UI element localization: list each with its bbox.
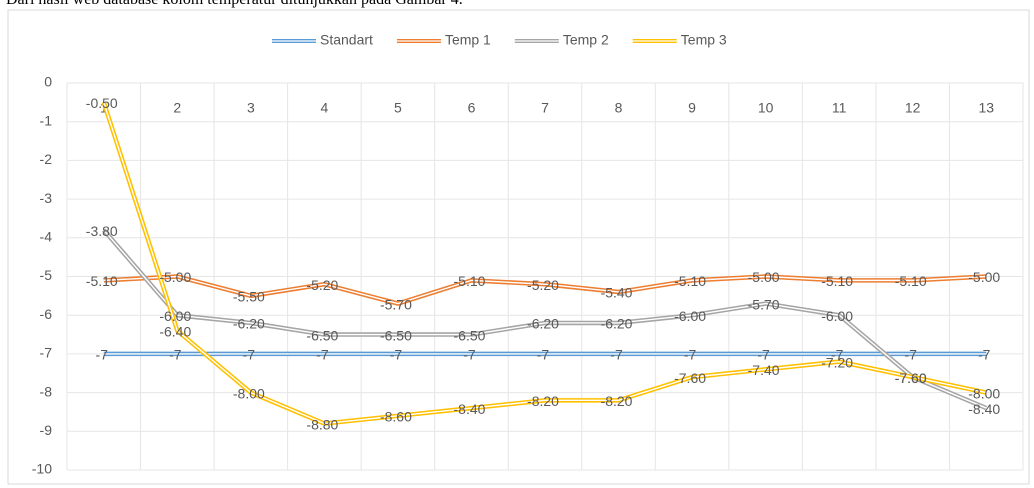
data-label: -5.40 bbox=[601, 285, 633, 301]
x-tick-label: 6 bbox=[468, 100, 476, 116]
data-label: -6.00 bbox=[821, 308, 853, 324]
data-label: -7 bbox=[316, 347, 329, 363]
data-label: -5.10 bbox=[674, 273, 706, 289]
data-label: -5.70 bbox=[748, 296, 780, 312]
data-label: -5.20 bbox=[306, 277, 338, 293]
data-label: -5.00 bbox=[159, 269, 191, 285]
data-label: -5.20 bbox=[527, 277, 559, 293]
series-line-inner bbox=[103, 102, 987, 425]
data-label: -0.50 bbox=[86, 95, 118, 111]
data-label: -7 bbox=[243, 347, 256, 363]
data-label: -6.00 bbox=[159, 308, 191, 324]
y-tick-label: -6 bbox=[40, 306, 53, 322]
data-label: -5.00 bbox=[968, 269, 1000, 285]
data-label: -8.00 bbox=[968, 385, 1000, 401]
data-label: -8.20 bbox=[527, 393, 559, 409]
data-label: -7 bbox=[684, 347, 697, 363]
x-tick-label: 10 bbox=[758, 100, 774, 116]
x-tick-label: 3 bbox=[247, 100, 255, 116]
data-label: -5.10 bbox=[86, 273, 118, 289]
data-label: -8.60 bbox=[380, 409, 412, 425]
data-label: -6.00 bbox=[674, 308, 706, 324]
data-label: -6.50 bbox=[380, 327, 412, 343]
data-label: -6.50 bbox=[306, 327, 338, 343]
data-label: -7 bbox=[390, 347, 403, 363]
data-label: -7 bbox=[831, 347, 844, 363]
data-label: -6.50 bbox=[454, 327, 486, 343]
x-tick-label: 2 bbox=[173, 100, 181, 116]
data-label: -5.10 bbox=[895, 273, 927, 289]
legend-label: Standart bbox=[320, 32, 373, 48]
data-label: -7.60 bbox=[674, 370, 706, 386]
y-tick-label: -3 bbox=[40, 190, 53, 206]
data-label: -5.50 bbox=[233, 289, 265, 305]
data-label: -6.20 bbox=[601, 316, 633, 332]
legend-label: Temp 2 bbox=[563, 32, 609, 48]
data-label: -5.10 bbox=[454, 273, 486, 289]
data-label: -7 bbox=[169, 347, 182, 363]
data-label: -7 bbox=[757, 347, 770, 363]
caption: Dari hasil web database kolom temperatur… bbox=[6, 0, 463, 9]
data-label: -6.40 bbox=[159, 323, 191, 339]
data-label: -7 bbox=[537, 347, 550, 363]
y-tick-label: -1 bbox=[40, 112, 53, 128]
data-label: -3.80 bbox=[86, 223, 118, 239]
data-label: -7.60 bbox=[895, 370, 927, 386]
data-label: -7 bbox=[904, 347, 917, 363]
x-tick-label: 7 bbox=[541, 100, 549, 116]
data-label: -8.40 bbox=[454, 401, 486, 417]
x-tick-label: 11 bbox=[832, 100, 847, 116]
data-label: -7.40 bbox=[748, 362, 780, 378]
legend-label: Temp 1 bbox=[445, 32, 491, 48]
y-tick-label: -8 bbox=[40, 383, 53, 399]
legend-label: Temp 3 bbox=[681, 32, 727, 48]
y-tick-label: -4 bbox=[40, 229, 53, 245]
data-label: -7.20 bbox=[821, 354, 853, 370]
x-tick-label: 5 bbox=[394, 100, 402, 116]
data-label: -8.20 bbox=[601, 393, 633, 409]
y-tick-label: -5 bbox=[40, 267, 53, 283]
y-tick-label: 0 bbox=[44, 74, 52, 90]
data-label: -5.10 bbox=[821, 273, 853, 289]
data-label: -8.40 bbox=[968, 401, 1000, 417]
x-tick-label: 13 bbox=[978, 100, 994, 116]
data-label: -6.20 bbox=[233, 316, 265, 332]
x-tick-label: 8 bbox=[615, 100, 623, 116]
series-line-inner bbox=[103, 275, 987, 305]
data-label: -6.20 bbox=[527, 316, 559, 332]
data-label: -5.70 bbox=[380, 296, 412, 312]
y-tick-label: -2 bbox=[40, 151, 53, 167]
data-label: -7.60 bbox=[895, 370, 927, 386]
data-label: -8.00 bbox=[233, 385, 265, 401]
data-label: -8.80 bbox=[306, 416, 338, 432]
data-label: -7 bbox=[463, 347, 476, 363]
series-line-inner bbox=[103, 229, 987, 409]
y-tick-label: -10 bbox=[32, 461, 52, 477]
data-label: -7 bbox=[610, 347, 623, 363]
data-label: -5.00 bbox=[748, 269, 780, 285]
x-tick-label: 9 bbox=[688, 100, 696, 116]
x-tick-label: 4 bbox=[320, 100, 328, 116]
data-label: -7 bbox=[96, 347, 109, 363]
data-label: -7 bbox=[978, 347, 991, 363]
y-tick-label: -9 bbox=[40, 422, 53, 438]
y-tick-label: -7 bbox=[40, 345, 53, 361]
x-tick-label: 12 bbox=[905, 100, 921, 116]
